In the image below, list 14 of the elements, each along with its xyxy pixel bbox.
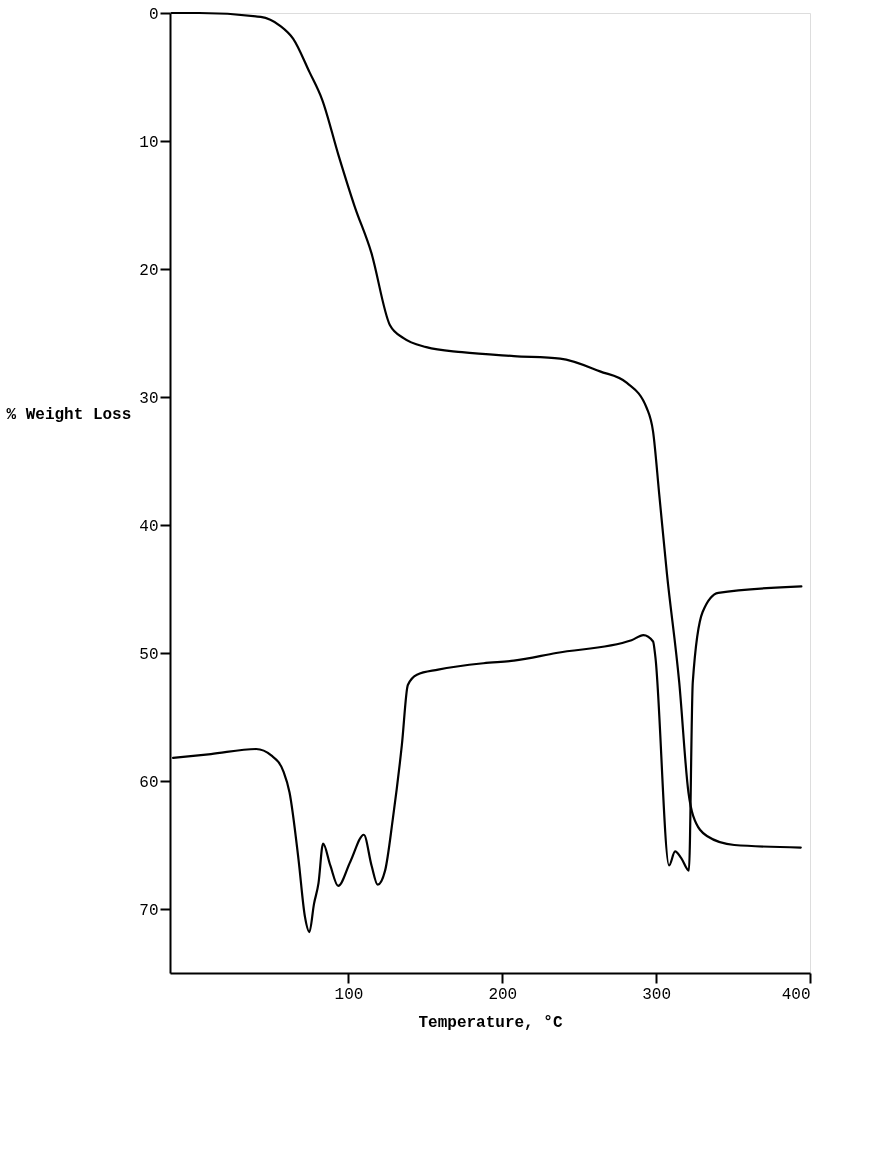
y-tick-label: 70 <box>139 901 159 920</box>
x-tick-label: 400 <box>781 985 811 1004</box>
y-tick-label: 20 <box>139 261 159 280</box>
y-tick-label: 60 <box>139 773 159 792</box>
y-tick-label: 0 <box>148 5 159 24</box>
x-axis-title: Temperature, °C <box>418 1013 563 1032</box>
y-tick-label: 50 <box>139 645 159 664</box>
y-tick-label: 30 <box>139 389 159 408</box>
x-tick-label: 300 <box>642 985 672 1004</box>
y-tick-label: 10 <box>139 133 159 152</box>
x-tick-label: 100 <box>334 985 364 1004</box>
y-tick-label: 40 <box>139 517 159 536</box>
x-tick-label: 200 <box>488 985 518 1004</box>
y-axis-title: % Weight Loss <box>6 405 132 424</box>
